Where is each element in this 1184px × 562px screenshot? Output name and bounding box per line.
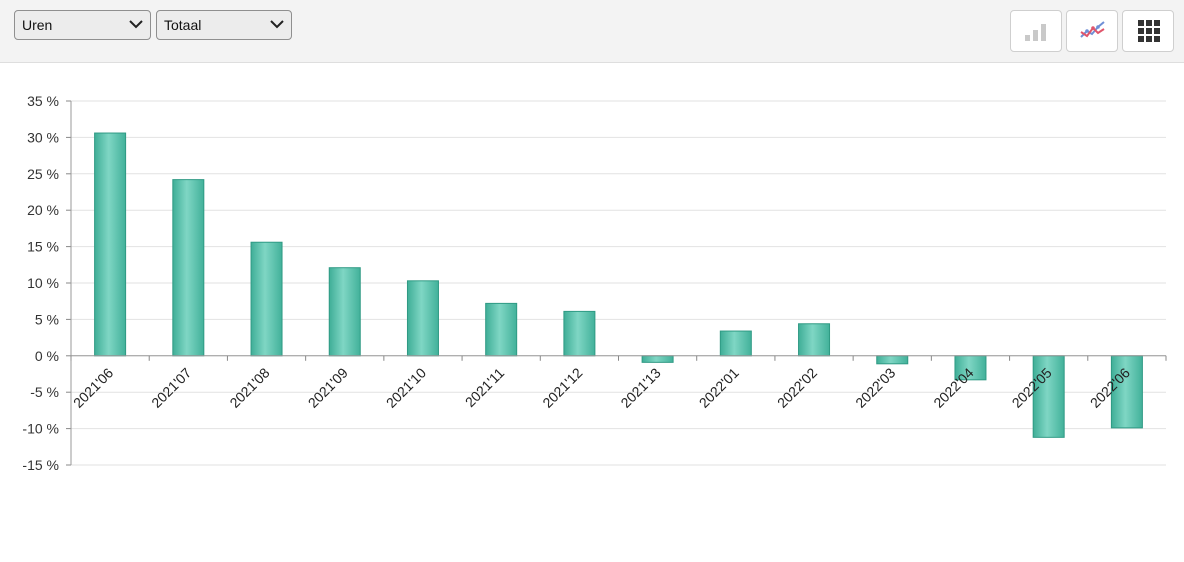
chart-axes: [66, 100, 1167, 466]
x-tick-label: 2022'02: [774, 364, 820, 410]
bar-chart: 35 % 30 % 25 % 20 % 15 % 10 % 5 % 0 % -5 % -10 % -…: [22, 93, 1167, 473]
y-tick-label: 20 %: [27, 202, 59, 218]
chevron-down-icon: [129, 20, 143, 29]
bar-chart-view-button[interactable]: [1010, 10, 1062, 52]
y-tick-label: -10 %: [22, 421, 59, 437]
bar: [641, 355, 674, 363]
bar: [250, 241, 283, 357]
bar: [94, 132, 127, 357]
y-tick-label: 15 %: [27, 239, 59, 255]
x-tick-label: 2021'08: [226, 364, 272, 410]
bar: [406, 280, 439, 357]
bar: [719, 330, 752, 357]
y-tick-label: -15 %: [22, 457, 59, 473]
x-tick-label: 2021'11: [462, 364, 508, 410]
metric-select[interactable]: Uren: [14, 10, 151, 40]
x-tick-label: 2021'12: [539, 364, 585, 410]
line-chart-view-button[interactable]: [1066, 10, 1118, 52]
y-tick-label: 10 %: [27, 275, 59, 291]
bar: [485, 302, 518, 357]
x-tick-label: 2022'04: [930, 364, 976, 410]
bar: [876, 355, 909, 365]
bar: [328, 267, 361, 357]
y-tick-label: 30 %: [27, 129, 59, 145]
scope-select[interactable]: Totaal: [156, 10, 292, 40]
bar: [172, 179, 205, 357]
bar: [1032, 355, 1065, 438]
bar: [954, 355, 987, 381]
x-tick-label: 2021'09: [305, 364, 351, 410]
toolbar: Uren Totaal: [0, 0, 1184, 63]
line-chart-icon: [1080, 21, 1105, 38]
chevron-down-icon: [270, 20, 284, 29]
x-tick-label: 2022'03: [852, 364, 898, 410]
y-tick-label: -5 %: [30, 384, 59, 400]
bar: [563, 310, 596, 357]
chart-bars: [94, 132, 1143, 438]
bar-chart-icon: [1025, 24, 1046, 41]
x-tick-label: 2021'13: [617, 364, 663, 410]
chart-gridlines: [71, 100, 1166, 466]
grid-view-button[interactable]: [1122, 10, 1174, 52]
scope-select-value: Totaal: [164, 17, 202, 33]
y-tick-label: 25 %: [27, 166, 59, 182]
x-tick-label: 2022'01: [696, 364, 742, 410]
bar: [1110, 355, 1143, 429]
grid-icon: [1138, 20, 1160, 42]
bar: [798, 323, 831, 357]
y-tick-label: 0 %: [35, 348, 59, 364]
y-tick-label: 5 %: [35, 311, 59, 327]
x-tick-label: 2021'06: [70, 364, 116, 410]
x-tick-label: 2021'07: [148, 364, 194, 410]
metric-select-value: Uren: [22, 17, 53, 33]
x-tick-label: 2021'10: [383, 364, 429, 410]
y-tick-label: 35 %: [27, 93, 59, 109]
